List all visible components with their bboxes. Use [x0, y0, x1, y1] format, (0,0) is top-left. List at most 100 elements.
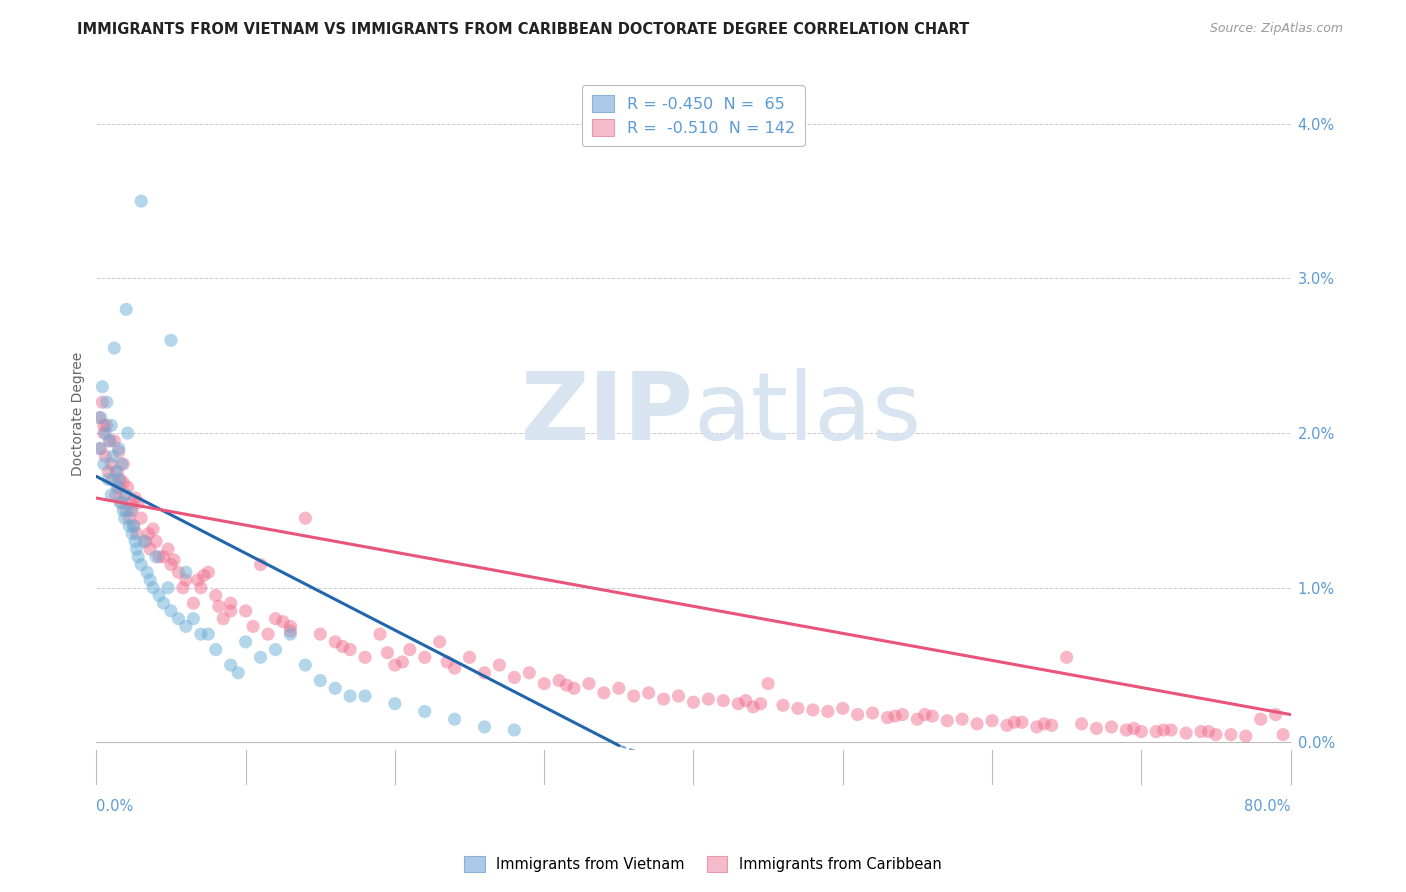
Point [474, 665, 496, 680]
Point [905, 712, 928, 726]
Point [876, 711, 898, 725]
Point [727, 697, 749, 711]
Point [187, 573, 209, 587]
Point [193, 568, 215, 582]
Point [138, 526, 160, 541]
Point [711, 693, 734, 707]
Point [139, 542, 162, 557]
Point [118, 519, 141, 533]
Point [100, 488, 122, 502]
Point [831, 701, 853, 715]
Point [115, 302, 138, 317]
Point [1085, 722, 1108, 736]
Point [1250, 712, 1272, 726]
Point [884, 709, 907, 723]
Point [488, 658, 510, 673]
Point [105, 480, 128, 494]
Point [562, 681, 585, 696]
Point [1198, 724, 1220, 739]
Point [105, 465, 128, 479]
Point [339, 642, 361, 657]
Point [891, 707, 914, 722]
Point [413, 650, 436, 665]
Point [1219, 728, 1241, 742]
Point [966, 716, 988, 731]
Point [89, 410, 111, 425]
Point [1144, 724, 1167, 739]
Point [1040, 718, 1063, 732]
Point [100, 418, 122, 433]
Point [197, 627, 219, 641]
Point [134, 534, 156, 549]
Point [121, 526, 143, 541]
Point [1272, 728, 1295, 742]
Point [503, 670, 526, 684]
Point [339, 689, 361, 703]
Point [115, 488, 138, 502]
Point [1002, 715, 1025, 730]
Point [145, 549, 167, 564]
Point [117, 480, 139, 494]
Point [142, 581, 165, 595]
Point [249, 650, 271, 665]
Legend: R = -0.450  N =  65, R =  -0.510  N = 142: R = -0.450 N = 65, R = -0.510 N = 142 [582, 86, 804, 145]
Point [101, 450, 124, 464]
Point [1153, 723, 1175, 737]
Point [323, 681, 346, 696]
Point [1099, 720, 1122, 734]
Point [114, 511, 136, 525]
Point [264, 642, 287, 657]
Text: 0.0%: 0.0% [97, 798, 134, 814]
Point [97, 465, 120, 479]
Point [548, 673, 571, 688]
Point [190, 581, 212, 595]
Point [167, 612, 190, 626]
Point [413, 705, 436, 719]
Point [212, 612, 235, 626]
Point [801, 703, 824, 717]
Text: 80.0%: 80.0% [1244, 798, 1291, 814]
Point [127, 496, 149, 510]
Point [235, 635, 257, 649]
Point [97, 473, 120, 487]
Point [936, 714, 959, 728]
Point [124, 534, 146, 549]
Point [135, 534, 157, 549]
Point [637, 686, 659, 700]
Point [208, 599, 231, 614]
Point [309, 627, 332, 641]
Point [120, 496, 142, 510]
Point [98, 434, 121, 448]
Point [136, 566, 159, 580]
Point [1011, 715, 1033, 730]
Point [219, 596, 242, 610]
Point [96, 395, 118, 409]
Point [226, 665, 249, 680]
Point [332, 640, 354, 654]
Point [190, 627, 212, 641]
Point [127, 549, 149, 564]
Point [98, 434, 121, 448]
Point [114, 488, 136, 502]
Point [697, 692, 720, 706]
Point [111, 457, 134, 471]
Point [172, 581, 194, 595]
Point [107, 473, 129, 487]
Point [578, 676, 600, 690]
Point [443, 661, 465, 675]
Point [156, 542, 179, 557]
Point [377, 646, 399, 660]
Point [354, 650, 377, 665]
Point [117, 426, 139, 441]
Point [749, 697, 772, 711]
Point [846, 707, 869, 722]
Point [90, 410, 112, 425]
Text: ZIP: ZIP [520, 368, 693, 459]
Point [107, 480, 129, 494]
Text: Source: ZipAtlas.com: Source: ZipAtlas.com [1209, 22, 1343, 36]
Point [1205, 728, 1227, 742]
Point [354, 689, 377, 703]
Point [817, 705, 839, 719]
Point [862, 706, 884, 720]
Point [257, 627, 280, 641]
